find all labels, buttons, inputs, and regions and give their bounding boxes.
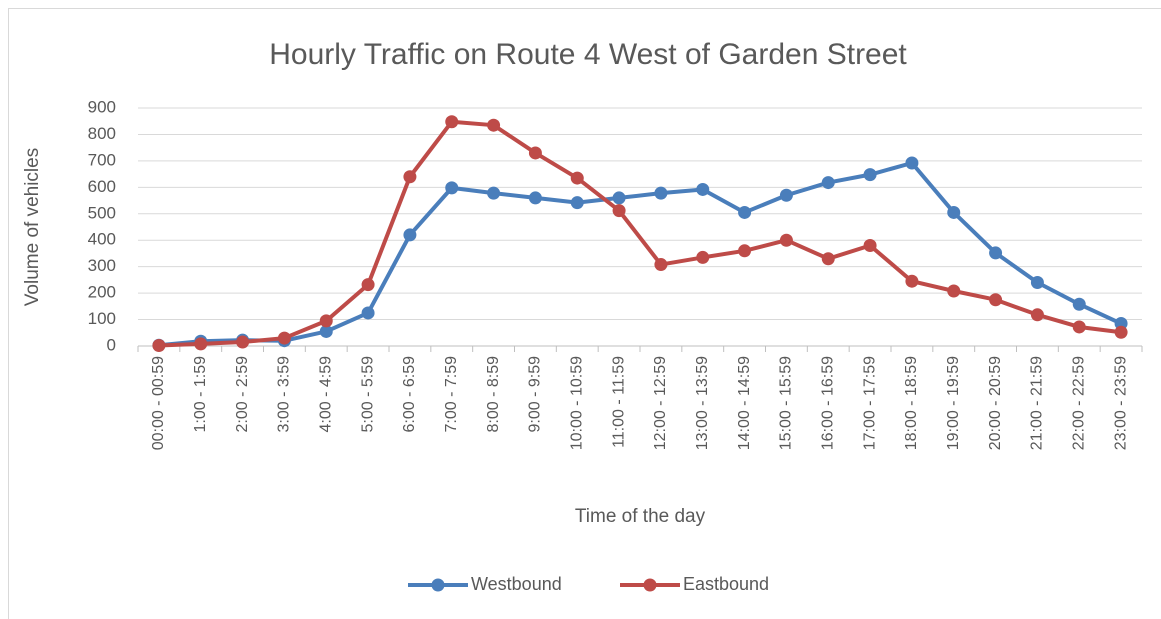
y-tick-label: 200: [88, 283, 116, 302]
point: [403, 228, 417, 242]
x-tick-label: 12:00 - 12:59: [652, 356, 669, 450]
y-tick-label: 600: [88, 177, 116, 196]
point: [528, 191, 542, 205]
point: [989, 293, 1003, 307]
point: [821, 252, 835, 266]
x-tick-label: 21:00 - 21:59: [1029, 356, 1046, 450]
point: [319, 314, 333, 328]
point: [779, 233, 793, 247]
x-tick-label: 14:00 - 14:59: [736, 356, 753, 450]
x-tick-label: 20:00 - 20:59: [987, 356, 1004, 450]
x-tick-label: 11:00 - 11:59: [610, 356, 627, 448]
point: [1114, 325, 1128, 339]
y-tick-label: 0: [107, 335, 116, 354]
y-tick-label: 700: [88, 150, 116, 169]
x-tick-label: 10:00 - 10:59: [568, 356, 585, 450]
point: [863, 168, 877, 182]
point: [1030, 276, 1044, 290]
point: [445, 181, 459, 195]
legend-label: Westbound: [471, 574, 562, 594]
point: [696, 182, 710, 196]
point: [1072, 320, 1086, 334]
point: [152, 338, 166, 352]
y-tick-label: 400: [88, 230, 116, 249]
point: [319, 324, 333, 338]
x-tick-label: 4:00 - 4:59: [317, 356, 334, 433]
point: [905, 274, 919, 288]
point: [654, 186, 668, 200]
point: [194, 337, 208, 351]
point: [277, 331, 291, 345]
point: [1030, 308, 1044, 322]
y-axis-label: Volume of vehicles: [22, 148, 43, 306]
point: [487, 186, 501, 200]
x-tick-label: 8:00 - 8:59: [485, 356, 502, 433]
legend-marker: [431, 578, 445, 592]
x-tick-label: 22:00 - 22:59: [1070, 356, 1087, 450]
y-tick-label: 800: [88, 124, 116, 143]
chart-title: Hourly Traffic on Route 4 West of Garden…: [269, 38, 907, 71]
x-tick-label: 19:00 - 19:59: [945, 356, 962, 450]
y-tick-label: 900: [88, 97, 116, 116]
x-tick-label: 13:00 - 13:59: [694, 356, 711, 450]
chart-border: [8, 8, 1161, 619]
point: [612, 191, 626, 205]
x-tick-label: 2:00 - 2:59: [234, 356, 251, 433]
point: [570, 171, 584, 185]
point: [696, 250, 710, 264]
point: [236, 335, 250, 349]
x-tick-label: 15:00 - 15:59: [778, 356, 795, 450]
x-tick-label: 7:00 - 7:59: [443, 356, 460, 433]
x-tick-label: 17:00 - 17:59: [861, 356, 878, 450]
point: [738, 205, 752, 219]
y-tick-label: 500: [88, 203, 116, 222]
point: [989, 246, 1003, 260]
point: [487, 118, 501, 132]
x-tick-label: 6:00 - 6:59: [401, 356, 418, 433]
x-axis-label: Time of the day: [575, 506, 706, 527]
point: [570, 196, 584, 210]
y-tick-label: 300: [88, 256, 116, 275]
x-tick-label: 16:00 - 16:59: [819, 356, 836, 450]
point: [779, 188, 793, 202]
x-tick-label: 00:00 - 00:59: [150, 356, 167, 450]
point: [947, 284, 961, 298]
point: [528, 146, 542, 160]
point: [947, 205, 961, 219]
point: [905, 156, 919, 170]
point: [654, 258, 668, 272]
x-tick-label: 9:00 - 9:59: [527, 356, 544, 433]
series-line: [158, 161, 1122, 348]
point: [403, 170, 417, 184]
x-tick-label: 23:00 - 23:59: [1112, 356, 1129, 450]
point: [863, 239, 877, 253]
legend-marker: [643, 578, 657, 592]
legend-label: Eastbound: [683, 574, 769, 594]
point: [361, 306, 375, 320]
x-tick-label: 5:00 - 5:59: [359, 356, 376, 433]
x-tick-label: 3:00 - 3:59: [276, 356, 293, 433]
x-tick-label: 1:00 - 1:59: [192, 356, 209, 433]
x-tick-label: 18:00 - 18:59: [903, 356, 920, 450]
point: [1072, 297, 1086, 311]
series-line: [158, 119, 1122, 348]
y-tick-label: 100: [88, 309, 116, 328]
point: [612, 204, 626, 218]
point: [738, 244, 752, 258]
point: [361, 278, 375, 292]
point: [821, 176, 835, 190]
point: [445, 115, 459, 129]
